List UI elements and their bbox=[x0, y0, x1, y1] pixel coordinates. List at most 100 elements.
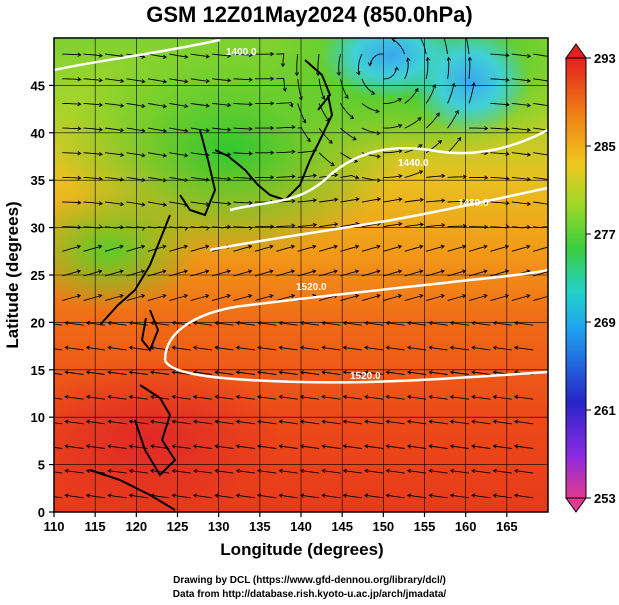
streamline bbox=[190, 270, 209, 277]
streamline bbox=[383, 124, 402, 129]
streamline bbox=[62, 270, 81, 277]
streamline-arrowhead bbox=[150, 419, 155, 424]
streamline bbox=[447, 270, 466, 277]
streamline-arrowhead bbox=[435, 112, 440, 117]
streamline-arrowhead bbox=[321, 345, 326, 350]
streamline-arrowhead bbox=[406, 444, 412, 449]
streamline bbox=[383, 294, 402, 302]
streamline bbox=[126, 127, 145, 132]
streamline-arrowhead bbox=[226, 293, 231, 299]
streamline bbox=[361, 198, 381, 203]
streamline-arrowhead bbox=[128, 320, 133, 326]
streamline-arrowhead bbox=[282, 87, 287, 92]
y-tick-label: 45 bbox=[31, 78, 45, 93]
streamline bbox=[383, 175, 402, 178]
streamline bbox=[450, 396, 470, 400]
streamline-arrowhead bbox=[449, 345, 454, 350]
streamline-arrowhead bbox=[128, 444, 133, 449]
streamline bbox=[233, 294, 252, 302]
streamline-arrowhead bbox=[492, 493, 497, 498]
streamline-arrowhead bbox=[77, 52, 82, 57]
streamline bbox=[54, 397, 63, 400]
streamline-arrowhead bbox=[397, 269, 403, 274]
streamline-arrowhead bbox=[269, 293, 274, 299]
streamline bbox=[493, 420, 512, 425]
streamline-arrowhead bbox=[235, 320, 240, 326]
streamline bbox=[493, 494, 512, 499]
streamline bbox=[514, 445, 534, 449]
streamline-arrowhead bbox=[107, 493, 112, 498]
streamline bbox=[212, 201, 231, 205]
streamline bbox=[364, 470, 384, 474]
streamline-arrowhead bbox=[548, 104, 551, 108]
streamline-arrowhead bbox=[371, 90, 376, 95]
streamline bbox=[233, 245, 252, 252]
streamline-arrowhead bbox=[128, 370, 133, 375]
streamline bbox=[490, 176, 509, 180]
streamline bbox=[190, 176, 210, 181]
streamline-arrowhead bbox=[77, 175, 82, 181]
streamline bbox=[361, 270, 381, 277]
streamline bbox=[426, 175, 445, 178]
streamline-arrowhead bbox=[526, 224, 531, 230]
streamline bbox=[297, 127, 311, 142]
streamline-arrowhead bbox=[355, 175, 360, 180]
streamline bbox=[490, 127, 509, 130]
streamline-arrowhead bbox=[205, 103, 210, 108]
streamline-arrowhead bbox=[342, 493, 347, 498]
streamline-arrowhead bbox=[484, 175, 489, 180]
streamline-arrowhead bbox=[449, 320, 454, 326]
colorbar-bottom-arrow bbox=[565, 497, 587, 513]
streamline-arrowhead bbox=[504, 244, 510, 249]
streamline bbox=[215, 396, 234, 400]
streamline-arrowhead bbox=[64, 468, 69, 474]
x-tick-label: 130 bbox=[208, 519, 230, 534]
streamline bbox=[233, 53, 253, 56]
streamline-arrowhead bbox=[280, 63, 286, 68]
streamline-arrowhead bbox=[227, 176, 232, 182]
streamline-arrowhead bbox=[441, 198, 446, 203]
streamline-arrowhead bbox=[269, 244, 274, 249]
streamline bbox=[407, 322, 427, 326]
streamline-arrowhead bbox=[376, 178, 382, 183]
streamline-arrowhead bbox=[98, 102, 103, 108]
streamline-arrowhead bbox=[342, 370, 347, 375]
streamline bbox=[215, 494, 234, 499]
streamline-arrowhead bbox=[462, 293, 467, 299]
streamline bbox=[386, 420, 405, 425]
streamline-arrowhead bbox=[471, 419, 476, 424]
colorbar-tick-label: 277 bbox=[594, 227, 616, 242]
streamline-arrowhead bbox=[484, 126, 489, 131]
streamline-arrowhead bbox=[364, 468, 369, 474]
streamline-arrowhead bbox=[289, 103, 294, 108]
streamline-arrowhead bbox=[171, 419, 176, 424]
streamline bbox=[450, 346, 470, 351]
streamline-arrowhead bbox=[342, 345, 347, 350]
streamline-arrowhead bbox=[505, 102, 510, 107]
streamline-arrowhead bbox=[214, 345, 219, 350]
streamline-arrowhead bbox=[77, 151, 82, 156]
streamline bbox=[279, 322, 298, 326]
streamline bbox=[407, 420, 427, 425]
streamline-arrowhead bbox=[183, 269, 189, 274]
streamline-arrowhead bbox=[192, 320, 198, 326]
streamline bbox=[364, 371, 384, 375]
streamline-arrowhead bbox=[76, 244, 82, 249]
streamline bbox=[279, 396, 298, 400]
streamline-arrowhead bbox=[141, 202, 146, 207]
streamline-arrowhead bbox=[162, 293, 167, 299]
contour-label: 1520.0 bbox=[296, 282, 327, 293]
streamline bbox=[300, 322, 320, 326]
streamline-arrowhead bbox=[291, 125, 296, 130]
streamline bbox=[233, 201, 253, 204]
streamline-arrowhead bbox=[107, 320, 112, 326]
streamline-arrowhead bbox=[548, 129, 551, 133]
streamline-arrowhead bbox=[291, 149, 296, 154]
streamline bbox=[147, 78, 167, 83]
streamline bbox=[340, 78, 349, 99]
streamline bbox=[404, 58, 409, 79]
streamline-arrowhead bbox=[192, 345, 198, 350]
streamline-arrowhead bbox=[128, 468, 133, 474]
streamline-arrowhead bbox=[441, 223, 446, 228]
streamline bbox=[104, 78, 124, 82]
